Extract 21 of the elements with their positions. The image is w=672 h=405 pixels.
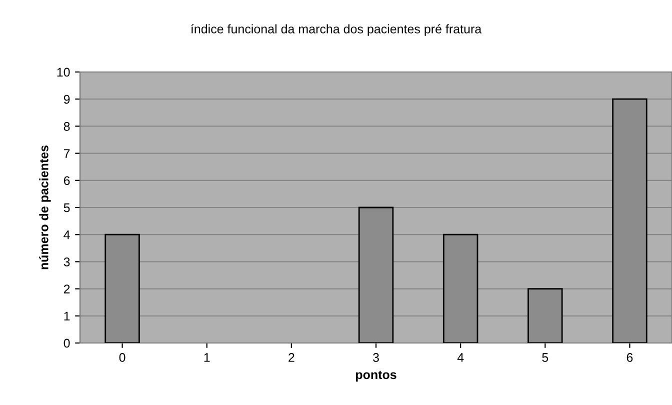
chart-title: índice funcional da marcha dos pacientes pré fratura [191,24,482,36]
y-tick-label: 4 [64,230,70,240]
x-tick-label: 1 [204,353,210,362]
y-tick-label: 1 [64,312,70,320]
x-tick-label: 6 [626,353,633,362]
y-tick-label: 2 [64,284,70,294]
y-tick-label: 5 [64,203,70,212]
y-tick-label: 6 [64,176,70,186]
x-tick-label: 5 [542,353,548,362]
y-axis-title: número de pacientes [39,145,51,270]
x-tick-label: 2 [288,353,294,362]
x-tick-label: 0 [119,353,126,362]
x-axis-title: pontos [356,370,396,382]
y-tick-label: 0 [64,338,70,348]
y-tick-label: 8 [64,122,70,131]
y-tick-label: 7 [64,149,70,158]
x-tick-label: 3 [373,353,379,362]
y-tick-label: 3 [64,258,70,266]
y-tick-label: 9 [64,94,70,104]
y-tick-label: 10 [57,68,70,77]
x-tick-label: 4 [457,353,464,362]
